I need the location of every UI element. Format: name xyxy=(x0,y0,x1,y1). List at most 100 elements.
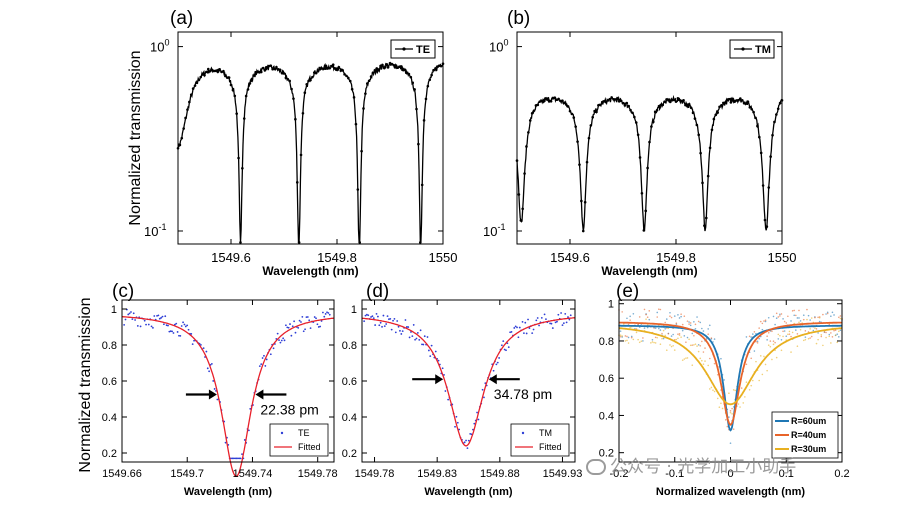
data-point xyxy=(642,340,644,342)
data-point xyxy=(258,365,261,367)
legend-marker xyxy=(521,431,525,435)
data-point xyxy=(756,342,759,344)
data-point xyxy=(324,67,327,70)
data-point xyxy=(339,69,343,72)
data-point xyxy=(748,335,751,338)
data-point xyxy=(190,333,193,335)
legend: TE Fitted xyxy=(269,423,329,457)
data-point xyxy=(595,110,598,114)
x-axis-label: Wavelength (nm) xyxy=(262,264,358,278)
data-point xyxy=(703,224,706,227)
data-point xyxy=(838,330,840,333)
fit-line-R=40um xyxy=(618,321,843,426)
data-point xyxy=(759,320,762,323)
y-tick-label: 10-1 xyxy=(483,222,505,239)
data-point xyxy=(316,69,320,73)
data-point xyxy=(716,111,719,114)
data-point xyxy=(838,336,840,338)
data-point xyxy=(814,327,816,329)
y-tick-label: 0.2 xyxy=(342,448,357,460)
data-point xyxy=(269,64,273,67)
data-point xyxy=(795,329,797,331)
data-point xyxy=(426,84,430,88)
data-point xyxy=(184,325,187,328)
data-point xyxy=(689,344,692,347)
data-point xyxy=(823,331,826,333)
data-point xyxy=(562,322,565,325)
data-point xyxy=(320,320,323,322)
data-point xyxy=(809,328,811,330)
data-point xyxy=(299,153,303,157)
data-point xyxy=(269,353,272,356)
data-point xyxy=(712,389,714,391)
data-point xyxy=(637,323,639,326)
legend-label: R=60um xyxy=(791,416,826,426)
data-point xyxy=(186,108,189,111)
data-point xyxy=(256,70,259,74)
data-point xyxy=(360,149,363,153)
data-point xyxy=(186,324,189,327)
data-point xyxy=(745,381,748,383)
data-point xyxy=(521,207,524,211)
data-point xyxy=(454,425,456,428)
data-point xyxy=(699,151,702,155)
legend-label: Fitted xyxy=(539,442,562,452)
data-point xyxy=(689,324,692,327)
data-point xyxy=(389,317,392,320)
fwhm-arrowhead-left xyxy=(435,374,444,385)
data-point xyxy=(132,312,135,315)
data-point xyxy=(614,98,617,101)
data-point xyxy=(787,315,789,318)
data-point xyxy=(427,349,430,352)
data-point xyxy=(745,336,748,338)
data-point xyxy=(755,340,757,343)
data-point xyxy=(378,324,381,327)
data-point xyxy=(683,315,686,318)
data-point xyxy=(390,62,394,66)
data-point xyxy=(780,349,783,352)
data-point xyxy=(716,397,719,400)
data-point xyxy=(311,75,314,79)
data-point xyxy=(656,311,659,314)
data-point xyxy=(235,457,238,460)
data-point xyxy=(295,181,299,184)
data-point xyxy=(244,94,248,98)
data-point xyxy=(547,100,551,103)
data-point xyxy=(300,321,302,323)
data-point xyxy=(731,407,733,410)
data-point xyxy=(648,310,651,312)
legend-marker xyxy=(741,47,745,51)
data-point xyxy=(780,313,783,315)
x-tick-label: 1550 xyxy=(429,250,458,265)
data-point xyxy=(216,70,220,74)
data-point xyxy=(309,327,312,330)
data-point xyxy=(286,326,289,329)
data-point xyxy=(422,119,426,122)
data-point xyxy=(664,334,666,337)
data-point xyxy=(400,333,403,335)
data-point xyxy=(477,418,480,421)
data-point xyxy=(777,333,780,336)
y-axis-label-top: Normalized transmission xyxy=(127,50,144,225)
plot-frame xyxy=(177,31,444,245)
data-point xyxy=(646,326,649,329)
data-point xyxy=(685,341,687,343)
data-point xyxy=(799,328,802,331)
data-point xyxy=(381,325,383,328)
data-point xyxy=(802,318,805,321)
data-point xyxy=(758,379,760,382)
data-point xyxy=(404,319,407,321)
data-point xyxy=(658,308,660,311)
data-point xyxy=(720,402,722,405)
data-point xyxy=(802,339,805,342)
x-tick-label: 0.2 xyxy=(834,468,849,480)
x-tick-label: 1549.6 xyxy=(550,250,590,265)
data-point xyxy=(732,389,735,391)
data-point xyxy=(780,99,784,102)
data-point xyxy=(712,117,716,121)
data-point xyxy=(621,101,625,105)
data-point xyxy=(557,313,560,316)
data-point xyxy=(317,326,320,328)
data-point xyxy=(203,73,206,77)
data-point xyxy=(836,333,839,335)
